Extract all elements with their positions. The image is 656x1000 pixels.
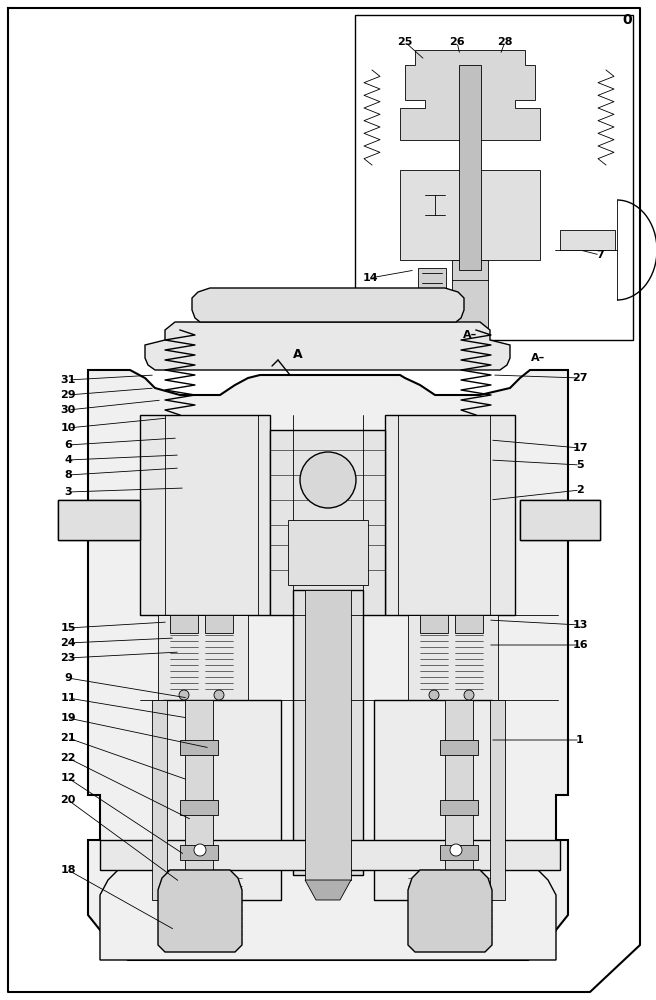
- Text: A–: A–: [531, 353, 545, 363]
- Text: A–: A–: [463, 330, 477, 340]
- Text: 26: 26: [449, 37, 465, 47]
- Bar: [158, 615, 248, 785]
- Text: 6: 6: [64, 440, 72, 450]
- Text: 24: 24: [60, 638, 76, 648]
- Bar: [408, 615, 498, 785]
- Text: 0: 0: [622, 13, 632, 27]
- Bar: [152, 700, 167, 900]
- Circle shape: [464, 690, 474, 700]
- Bar: [452, 260, 488, 340]
- Bar: [374, 700, 492, 900]
- Bar: [205, 615, 233, 633]
- Text: 27: 27: [572, 373, 588, 383]
- Bar: [418, 268, 446, 288]
- Bar: [445, 700, 473, 890]
- Text: 16: 16: [572, 640, 588, 650]
- Bar: [420, 615, 448, 633]
- Text: 9: 9: [64, 673, 72, 683]
- Polygon shape: [100, 870, 556, 960]
- Text: 12: 12: [60, 773, 75, 783]
- Polygon shape: [360, 50, 615, 280]
- Bar: [180, 800, 218, 815]
- Text: 2: 2: [576, 485, 584, 495]
- Circle shape: [194, 844, 206, 856]
- Bar: [440, 740, 478, 755]
- Circle shape: [179, 690, 189, 700]
- Text: 17: 17: [572, 443, 588, 453]
- Bar: [560, 230, 615, 250]
- Text: 30: 30: [60, 405, 75, 415]
- Text: 20: 20: [60, 795, 75, 805]
- Bar: [180, 740, 218, 755]
- Bar: [400, 170, 540, 260]
- Text: A: A: [293, 348, 303, 360]
- Bar: [385, 415, 515, 615]
- Text: 3: 3: [64, 487, 72, 497]
- Bar: [455, 615, 483, 633]
- Bar: [520, 500, 600, 540]
- Bar: [180, 845, 218, 860]
- Text: 15: 15: [60, 623, 75, 633]
- Bar: [185, 700, 213, 890]
- Polygon shape: [400, 50, 540, 140]
- Bar: [58, 500, 140, 540]
- Text: 19: 19: [60, 713, 76, 723]
- Bar: [293, 590, 363, 875]
- Bar: [459, 65, 481, 270]
- Text: 21: 21: [60, 733, 75, 743]
- Polygon shape: [145, 322, 510, 370]
- Polygon shape: [408, 870, 492, 952]
- Bar: [490, 700, 505, 900]
- Bar: [288, 520, 368, 585]
- Text: 28: 28: [497, 37, 513, 47]
- Text: 25: 25: [398, 37, 413, 47]
- Text: 18: 18: [60, 865, 75, 875]
- Polygon shape: [192, 288, 464, 322]
- Bar: [440, 845, 478, 860]
- Polygon shape: [88, 370, 568, 960]
- Bar: [520, 500, 600, 540]
- Polygon shape: [158, 870, 242, 952]
- Bar: [355, 15, 633, 340]
- Bar: [270, 430, 385, 615]
- Circle shape: [300, 452, 356, 508]
- Circle shape: [214, 690, 224, 700]
- Polygon shape: [305, 880, 351, 900]
- Bar: [100, 840, 560, 870]
- Bar: [305, 590, 351, 880]
- Circle shape: [429, 690, 439, 700]
- Text: 10: 10: [60, 423, 75, 433]
- Text: 23: 23: [60, 653, 75, 663]
- Bar: [440, 800, 478, 815]
- Bar: [140, 415, 270, 615]
- Circle shape: [450, 844, 462, 856]
- Text: 31: 31: [60, 375, 75, 385]
- Text: 22: 22: [60, 753, 75, 763]
- Text: 29: 29: [60, 390, 76, 400]
- Text: 14: 14: [362, 273, 378, 283]
- Bar: [170, 615, 198, 633]
- Text: 11: 11: [60, 693, 75, 703]
- Bar: [58, 500, 138, 540]
- Text: 4: 4: [64, 455, 72, 465]
- Text: 7: 7: [596, 250, 604, 260]
- Text: 1: 1: [576, 735, 584, 745]
- Text: 5: 5: [576, 460, 584, 470]
- Text: 13: 13: [572, 620, 588, 630]
- Bar: [163, 700, 281, 900]
- Text: 8: 8: [64, 470, 72, 480]
- Polygon shape: [452, 340, 488, 355]
